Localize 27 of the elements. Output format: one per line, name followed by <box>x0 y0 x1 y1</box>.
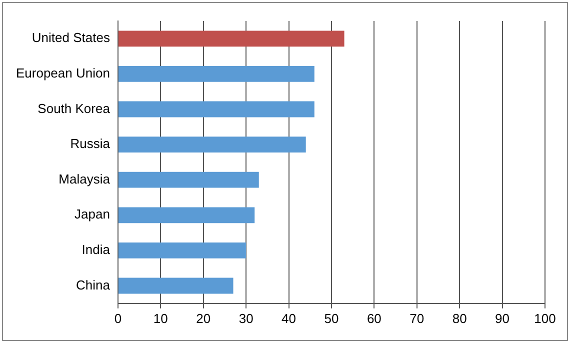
x-tick-label: 20 <box>196 310 211 326</box>
bar <box>118 30 344 47</box>
x-tick-label: 90 <box>495 310 510 326</box>
bar <box>118 278 234 294</box>
bar <box>118 242 246 258</box>
y-tick-label: China <box>76 277 111 292</box>
y-tick-label: Japan <box>74 206 110 222</box>
y-tick-label: India <box>82 242 111 258</box>
y-tick-label: United States <box>32 30 110 46</box>
x-tick-label: 60 <box>366 310 382 326</box>
y-tick-label: European Union <box>16 66 110 81</box>
x-tick-label: 70 <box>410 310 424 326</box>
bar <box>118 66 314 82</box>
x-tick-label: 100 <box>534 310 556 326</box>
x-tick-label: 80 <box>452 310 467 326</box>
x-tick-label: 40 <box>282 310 296 326</box>
y-tick-label: Russia <box>70 136 111 152</box>
y-tick-label: South Korea <box>38 100 111 116</box>
bar <box>118 172 259 188</box>
bar <box>118 136 306 152</box>
x-tick-label: 50 <box>324 310 339 326</box>
bar <box>118 101 314 118</box>
x-tick-label: 0 <box>114 310 122 326</box>
x-tick-label: 30 <box>238 310 254 326</box>
x-tick-label: 10 <box>153 310 168 326</box>
y-tick-label: Malaysia <box>58 171 111 186</box>
bar <box>118 207 255 224</box>
